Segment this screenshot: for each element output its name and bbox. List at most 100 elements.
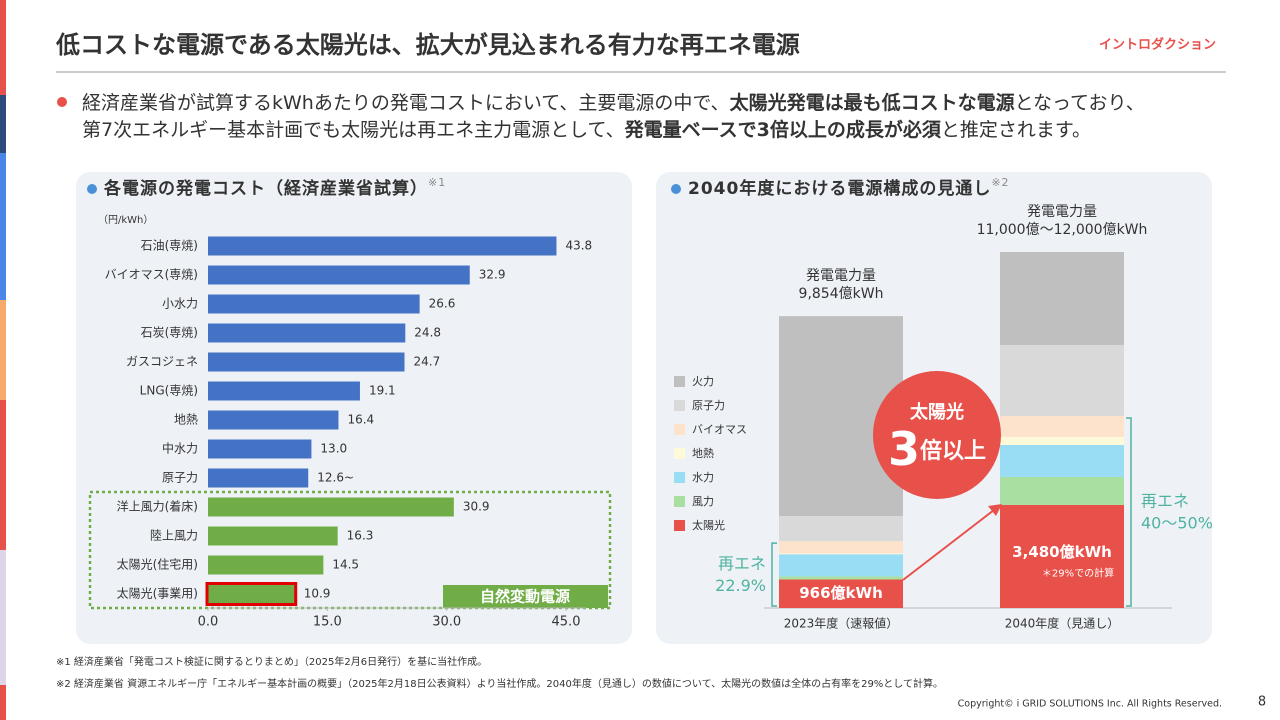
x-tick-label: 2023年度（速報値） (784, 616, 899, 631)
bullet-segment: と推定されます。 (941, 119, 1091, 141)
bar-segment (1000, 436, 1124, 445)
value-label: 24.7 (414, 355, 441, 369)
category-label: バイオマス(専焼) (105, 268, 198, 282)
footnote: ※2 経済産業省 資源エネルギー庁「エネルギー基本計画の概要」（2025年2月1… (56, 677, 943, 690)
value-label: 966億kWh (799, 584, 883, 602)
legend-swatch (674, 496, 685, 507)
x-tick-label: 0.0 (198, 615, 219, 630)
category-label: LNG(専焼) (140, 384, 198, 398)
arrow-head (988, 504, 1002, 516)
category-label: 小水力 (162, 297, 198, 311)
bar-segment (1000, 504, 1124, 608)
bar-segment (779, 576, 903, 580)
category-label: 地熱 (174, 413, 198, 427)
renewable-label: 再エネ (718, 554, 766, 573)
bar (208, 381, 360, 401)
legend-label: バイオマス (692, 423, 747, 436)
total-label: 発電電力量 (1027, 204, 1097, 220)
renewable-label: 再エネ (1141, 491, 1189, 510)
renewable-value: 40～50% (1141, 513, 1213, 532)
bar-segment (1000, 252, 1124, 345)
group-label-bg (443, 585, 608, 608)
stripe (0, 550, 6, 685)
category-label: 陸上風力 (150, 529, 198, 543)
stripe (0, 400, 6, 550)
bar-segment (779, 579, 903, 608)
legend-swatch (674, 376, 685, 387)
bullet-segment: 第7次エネルギー基本計画でも太陽光は再エネ主力電源として、 (82, 119, 625, 141)
bar (208, 497, 454, 517)
highlight-box (205, 582, 298, 606)
title-dot (671, 184, 681, 194)
bar (208, 439, 312, 459)
legend-label: 火力 (692, 375, 714, 388)
value-label: 3,480億kWh (1012, 543, 1112, 561)
value-label: 43.8 (565, 239, 592, 253)
chart-title-text: 各電源の発電コスト（経済産業省試算） (103, 178, 428, 199)
bracket (771, 542, 777, 607)
category-label: 石油(専焼) (141, 239, 198, 253)
chart-title-note: ※1 (428, 176, 446, 189)
bar (208, 584, 295, 604)
stripe (0, 95, 6, 153)
bullet-dot (57, 97, 67, 107)
bar-segment (779, 554, 903, 577)
page-number: 8 (1258, 695, 1266, 710)
stripe (0, 153, 6, 300)
bar-segment (779, 516, 903, 542)
legend-swatch (674, 448, 685, 459)
chart-title: 2040年度における電源構成の見通し※2 (688, 176, 1010, 199)
value-label: 10.9 (304, 587, 331, 601)
bar (208, 236, 557, 256)
category-label: 原子力 (162, 471, 198, 485)
bullet-segment: となっており、 (1015, 92, 1145, 114)
value-label: 16.4 (347, 413, 374, 427)
bar (208, 526, 338, 546)
category-label: 太陽光(事業用) (117, 586, 198, 601)
bar (208, 352, 405, 372)
total-label: 9,854億kWh (799, 286, 884, 302)
category-label: 石炭(専焼) (141, 326, 198, 340)
stripe (0, 685, 6, 720)
chart: 2040年度における電源構成の見通し※2 2023年度（速報値） 発電電力量 9,85… (671, 176, 1213, 631)
x-tick-label: 15.0 (313, 615, 342, 630)
chart: 各電源の発電コスト（経済産業省試算）※1 （円/kWh） 自然変動電源 石油(専焼) 4… (87, 176, 612, 630)
value-label: 19.1 (369, 384, 396, 398)
legend-swatch (674, 472, 685, 483)
bar-segment (1000, 444, 1124, 477)
legend-label: 風力 (692, 495, 714, 508)
group-label: 自然変動電源 (480, 588, 570, 606)
category-label: ガスコジェネ (126, 355, 198, 369)
value-note: ＊29%での計算 (1042, 566, 1114, 579)
x-tick-label: 45.0 (552, 615, 581, 630)
value-label: 16.3 (347, 529, 374, 543)
bullet-segment: 太陽光発電は最も低コストな電源 (730, 91, 1015, 114)
bar (208, 265, 470, 285)
bar (208, 410, 339, 430)
legend-swatch (674, 520, 685, 531)
total-label: 発電電力量 (806, 268, 876, 284)
bullet: 経済産業省が試算するkWhあたりの発電コストにおいて、主要電源の中で、太陽光発電… (82, 91, 1145, 141)
bar (208, 323, 406, 343)
bar-segment (1000, 476, 1124, 505)
title-dot (87, 184, 97, 194)
bullet-line: 第7次エネルギー基本計画でも太陽光は再エネ主力電源として、発電量ベースで3倍以上… (82, 118, 1091, 141)
callout-label: 太陽光 (910, 401, 964, 423)
category-label: 太陽光(住宅用) (117, 557, 198, 572)
value-label: 13.0 (320, 442, 347, 456)
x-tick-label: 30.0 (432, 615, 461, 630)
total-label: 11,000億～12,000億kWh (977, 222, 1148, 238)
footnote: ※1 経済産業省「発電コスト検証に関するとりまとめ」（2025年2月6日発行）を… (56, 655, 487, 668)
value-label: 12.6~ (317, 471, 354, 485)
bar (208, 555, 324, 575)
value-label: 14.5 (332, 558, 359, 572)
arrow (902, 509, 995, 581)
legend-swatch (674, 424, 685, 435)
category-label: 中水力 (162, 441, 198, 456)
bar (208, 294, 420, 314)
callout-big: 3 (888, 422, 920, 476)
legend-label: 地熱 (692, 447, 714, 460)
unit-label: （円/kWh） (98, 214, 153, 226)
bar-segment (779, 541, 903, 554)
